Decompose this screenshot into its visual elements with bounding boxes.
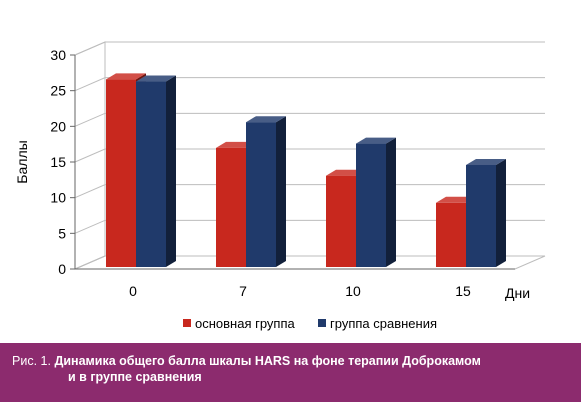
caption-line-1: Динамика общего балла шкалы HARS на фоне… <box>54 354 481 368</box>
bar-front <box>106 79 136 267</box>
legend-label: основная группа <box>195 316 296 331</box>
gridline <box>74 184 545 199</box>
x-tick-label: 0 <box>129 283 137 299</box>
y-axis-label: Баллы <box>14 140 30 183</box>
gridline <box>74 41 545 56</box>
y-tick-label: 25 <box>50 83 66 99</box>
bar-top <box>356 137 396 144</box>
bar-top <box>136 75 176 82</box>
y-tick-label: 5 <box>58 225 66 241</box>
gridline <box>74 255 545 270</box>
legend-label: группа сравнения <box>330 316 437 331</box>
bar-front <box>436 202 466 267</box>
gridlines <box>74 41 545 270</box>
y-tick-label: 0 <box>58 261 66 277</box>
y-tick-labels: 0 5 10 15 20 25 30 <box>50 47 76 277</box>
figure-caption: Рис. 1. Динамика общего балла шкалы HARS… <box>12 353 567 385</box>
chart: 0 5 10 15 20 25 30 0 7 10 15 Баллы Дни основная гр… <box>14 41 546 331</box>
bar <box>466 158 506 267</box>
bar-front <box>136 81 166 268</box>
bar <box>246 116 286 268</box>
bar-front <box>326 175 356 267</box>
bar <box>136 75 176 268</box>
axis-labels: Баллы Дни <box>14 140 530 301</box>
x-tick-labels: 0 7 10 15 <box>75 268 515 299</box>
bar-side <box>386 137 396 267</box>
caption-band <box>0 343 581 402</box>
bar-front <box>246 122 276 268</box>
y-tick-label: 10 <box>50 190 66 206</box>
x-tick-label: 10 <box>345 283 361 299</box>
x-axis-label: Дни <box>505 285 530 301</box>
bars <box>106 73 506 268</box>
caption-line-2: и в группе сравнения <box>68 370 202 384</box>
gridline <box>74 112 545 127</box>
bar-top <box>106 73 146 80</box>
gridline <box>74 219 545 234</box>
gridline <box>74 77 545 92</box>
legend: основная группа группа сравнения <box>183 316 437 331</box>
y-tick-label: 30 <box>50 47 66 63</box>
legend-swatch <box>318 319 326 327</box>
bar-top <box>466 158 506 165</box>
bar-side <box>276 116 286 268</box>
x-tick-label: 15 <box>455 283 471 299</box>
y-tick-label: 20 <box>50 118 66 134</box>
bar-front <box>216 147 246 267</box>
bar-front <box>466 164 496 267</box>
bar-top <box>246 116 286 123</box>
x-tick-label: 7 <box>239 283 247 299</box>
bar-side <box>166 75 176 268</box>
y-tick-label: 15 <box>50 154 66 170</box>
gridline <box>74 148 545 163</box>
legend-swatch <box>183 319 191 327</box>
bar-side <box>496 158 506 267</box>
caption-prefix: Рис. 1. <box>12 354 51 368</box>
bar <box>356 137 396 267</box>
bar-front <box>356 143 386 267</box>
